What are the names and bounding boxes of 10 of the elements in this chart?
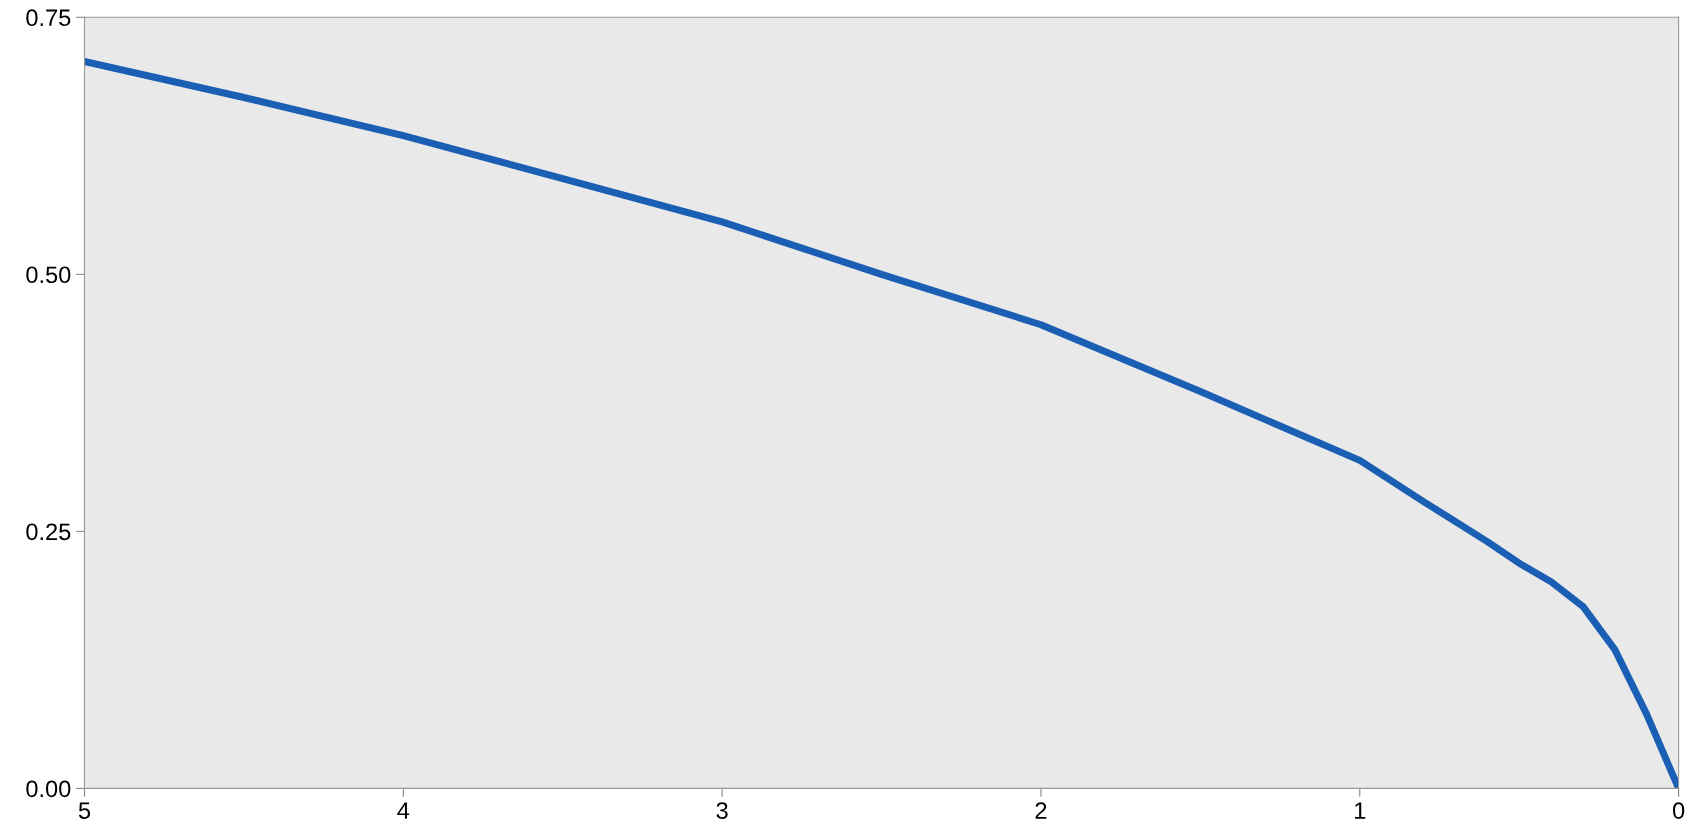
x-tick-label: 5 (78, 802, 91, 819)
x-tick-label: 4 (397, 802, 410, 819)
x-tick-label: 1 (1355, 802, 1366, 819)
x-tick-label: 2 (1035, 802, 1047, 819)
x-tick-label: 0 (1672, 802, 1685, 819)
y-tick-label: 0.50 (26, 266, 71, 284)
y-tick-label: 0.75 (26, 9, 71, 27)
y-tick-label: 0.25 (26, 523, 71, 541)
y-tick-label: 0.00 (26, 780, 71, 798)
x-tick-label: 3 (716, 802, 728, 819)
